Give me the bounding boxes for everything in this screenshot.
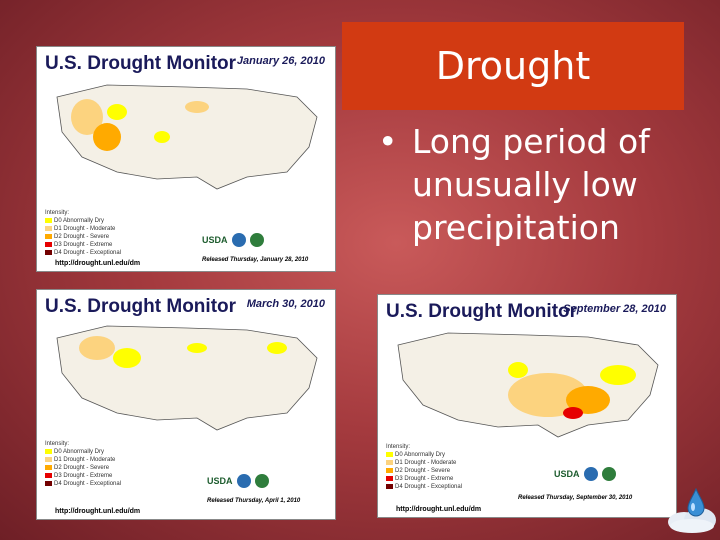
- legend-d2: D2 Drought - Severe: [395, 468, 451, 474]
- legend-d1: D1 Drought - Moderate: [54, 457, 116, 463]
- water-drop-icon: [687, 488, 705, 517]
- bullet-point: • Long period of unusually low precipita…: [378, 120, 684, 249]
- map-heading: U.S. Drought Monitor: [45, 53, 237, 74]
- legend-d4: D4 Drought - Exceptional: [54, 250, 122, 256]
- map-date: March 30, 2010: [246, 298, 325, 310]
- legend-d4: D4 Drought - Exceptional: [54, 481, 122, 487]
- agency-logos: USDA: [202, 233, 264, 247]
- drought-map-march: U.S. Drought Monitor March 30, 2010 Inte…: [36, 289, 336, 520]
- usda-logo: USDA: [202, 235, 228, 245]
- legend-d0: D0 Abnormally Dry: [54, 218, 105, 224]
- noaa-logo-icon: [236, 474, 251, 488]
- legend-d2: D2 Drought - Severe: [54, 465, 110, 471]
- release-note: Released Thursday, April 1, 2010: [207, 498, 301, 504]
- map-legend: Intensity: D0 Abnormally Dry D1 Drought …: [386, 443, 462, 491]
- slide-title-box: Drought: [342, 22, 684, 110]
- cloud-icon: [668, 508, 716, 533]
- bullet-line-2: unusually low: [412, 165, 638, 204]
- legend-title: Intensity:: [386, 444, 411, 450]
- noaa-logo-icon: [231, 233, 246, 247]
- agency-logos: USDA: [554, 467, 616, 481]
- drought-map-january: U.S. Drought Monitor January 26, 2010 In…: [36, 46, 336, 272]
- agency-seal-icon: [249, 233, 264, 247]
- map-date: January 26, 2010: [236, 55, 325, 67]
- us-map-graphic: [56, 325, 318, 431]
- legend-d0: D0 Abnormally Dry: [54, 449, 105, 455]
- us-map-graphic: [56, 84, 318, 190]
- usda-logo: USDA: [207, 476, 233, 486]
- legend-d1: D1 Drought - Moderate: [54, 226, 116, 232]
- map-heading: U.S. Drought Monitor: [45, 296, 237, 317]
- map-url: http://drought.unl.edu/dm: [396, 506, 482, 513]
- agency-logos: USDA: [207, 474, 269, 488]
- bullet-line-1: Long period of: [412, 122, 650, 161]
- legend-d1: D1 Drought - Moderate: [395, 460, 457, 466]
- agency-seal-icon: [601, 467, 616, 481]
- map-url: http://drought.unl.edu/dm: [55, 260, 141, 267]
- legend-title: Intensity:: [45, 441, 70, 447]
- bullet-mark: •: [378, 122, 398, 161]
- usda-logo: USDA: [554, 469, 580, 479]
- legend-d2: D2 Drought - Severe: [54, 234, 110, 240]
- bullet-line-3: precipitation: [412, 208, 620, 247]
- release-note: Released Thursday, September 30, 2010: [518, 495, 633, 501]
- legend-title: Intensity:: [45, 210, 70, 216]
- legend-d3: D3 Drought - Extreme: [54, 242, 113, 248]
- drought-map-september: U.S. Drought Monitor September 28, 2010 …: [377, 294, 677, 518]
- map-legend: Intensity: D0 Abnormally Dry D1 Drought …: [45, 209, 121, 257]
- release-note: Released Thursday, January 28, 2010: [202, 257, 309, 263]
- slide-title: Drought: [435, 44, 591, 88]
- legend-d0: D0 Abnormally Dry: [395, 452, 446, 458]
- map-legend: Intensity: D0 Abnormally Dry D1 Drought …: [45, 440, 121, 488]
- legend-d3: D3 Drought - Extreme: [395, 476, 454, 482]
- map-url: http://drought.unl.edu/dm: [55, 508, 141, 515]
- noaa-logo-icon: [583, 467, 598, 481]
- us-map-graphic: [397, 332, 659, 438]
- map-date: September 28, 2010: [563, 303, 666, 315]
- legend-d3: D3 Drought - Extreme: [54, 473, 113, 479]
- map-heading: U.S. Drought Monitor: [386, 301, 578, 322]
- legend-d4: D4 Drought - Exceptional: [395, 484, 463, 490]
- agency-seal-icon: [254, 474, 269, 488]
